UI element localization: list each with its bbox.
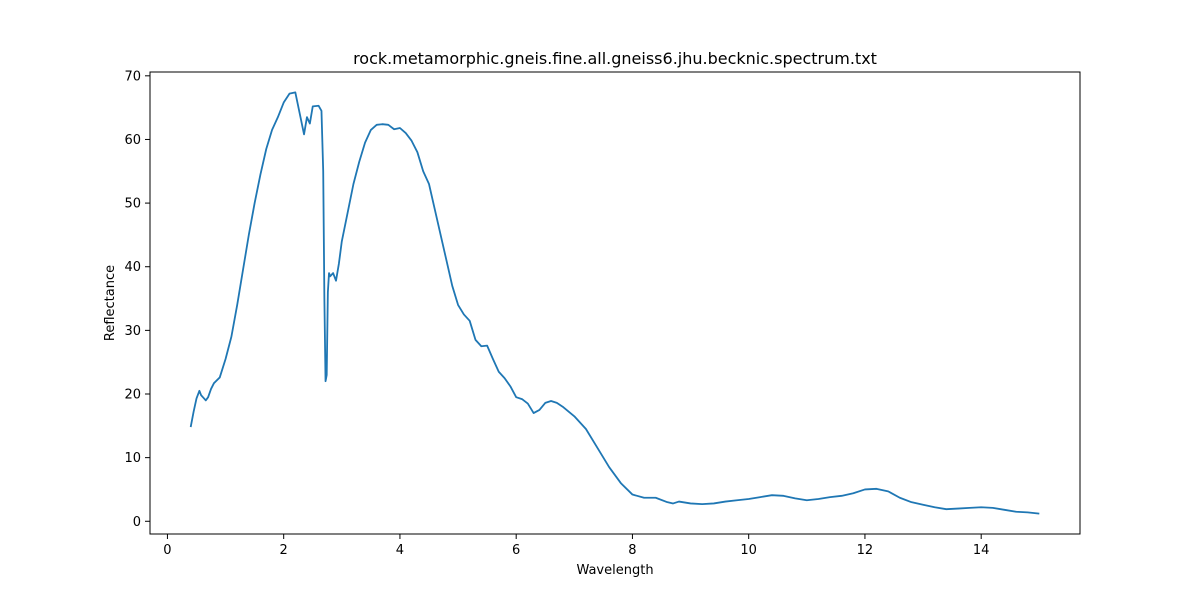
y-tick-label: 70 [124, 69, 141, 84]
x-tick-label: 0 [163, 543, 171, 558]
x-tick-label: 6 [512, 543, 520, 558]
x-tick-label: 8 [628, 543, 636, 558]
y-tick-label: 30 [124, 324, 141, 339]
y-tick-label: 0 [133, 515, 141, 530]
x-tick-label: 12 [857, 543, 874, 558]
chart-title: rock.metamorphic.gneis.fine.all.gneiss6.… [353, 49, 877, 68]
plot-background [150, 72, 1080, 534]
x-axis-ticks: 0 2 4 6 8 10 12 14 [163, 534, 989, 558]
y-tick-label: 60 [124, 133, 141, 148]
x-tick-label: 14 [973, 543, 990, 558]
x-tick-label: 4 [396, 543, 404, 558]
y-tick-label: 20 [124, 388, 141, 403]
series-line-0 [189, 91, 1040, 515]
y-axis-label: Reflectance [103, 265, 118, 341]
y-axis-ticks: 0 10 20 30 40 50 60 70 [124, 69, 150, 530]
series-layer [189, 91, 1040, 515]
x-axis-label: Wavelength [576, 563, 653, 578]
plot-frame [149, 71, 1081, 535]
y-tick-label: 40 [124, 260, 141, 275]
x-tick-label: 10 [740, 543, 757, 558]
y-tick-label: 10 [124, 451, 141, 466]
y-tick-label: 50 [124, 197, 141, 212]
x-tick-label: 2 [280, 543, 288, 558]
